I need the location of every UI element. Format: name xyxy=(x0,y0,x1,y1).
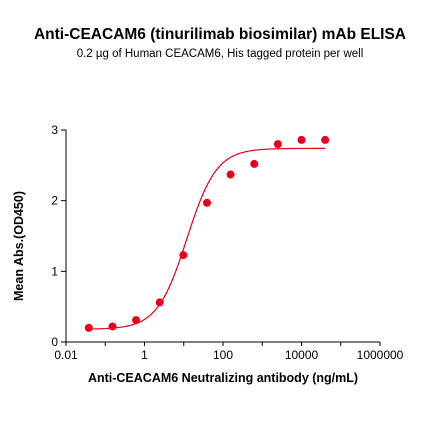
axes: 0.01 1 100 10000 1000000 0 1 2 3 xyxy=(51,123,403,362)
data-point xyxy=(108,322,117,331)
y-axis-title: Mean Abs.(OD450) xyxy=(12,191,26,301)
data-point xyxy=(132,316,141,325)
y-tick-label: 1 xyxy=(51,264,58,278)
chart-title: Anti-CEACAM6 (tinurilimab biosimilar) mA… xyxy=(33,26,406,43)
data-point xyxy=(297,135,306,144)
data-point xyxy=(179,251,188,260)
x-tick-label: 100 xyxy=(213,348,233,362)
data-point xyxy=(84,323,93,332)
x-tick-label: 1 xyxy=(141,348,148,362)
x-tick-label: 1000000 xyxy=(357,348,404,362)
fit-curve-layer xyxy=(88,147,326,330)
x-tick-label: 10000 xyxy=(285,348,319,362)
data-point xyxy=(155,298,164,307)
data-point xyxy=(321,135,330,144)
data-point xyxy=(250,159,259,168)
x-tick-label: 0.01 xyxy=(54,348,78,362)
data-point xyxy=(202,198,211,207)
y-tick-label: 3 xyxy=(51,123,58,137)
data-point xyxy=(273,140,282,149)
y-tick-label: 2 xyxy=(51,194,58,208)
data-points-layer xyxy=(84,135,330,332)
fit-curve xyxy=(88,147,326,330)
chart-subtitle: 0.2 µg of Human CEACAM6, His tagged prot… xyxy=(76,48,364,60)
data-point xyxy=(226,170,235,179)
y-tick-label: 0 xyxy=(51,335,58,349)
x-axis-title: Anti-CEACAM6 Neutralizing antibody (ng/m… xyxy=(88,371,358,385)
